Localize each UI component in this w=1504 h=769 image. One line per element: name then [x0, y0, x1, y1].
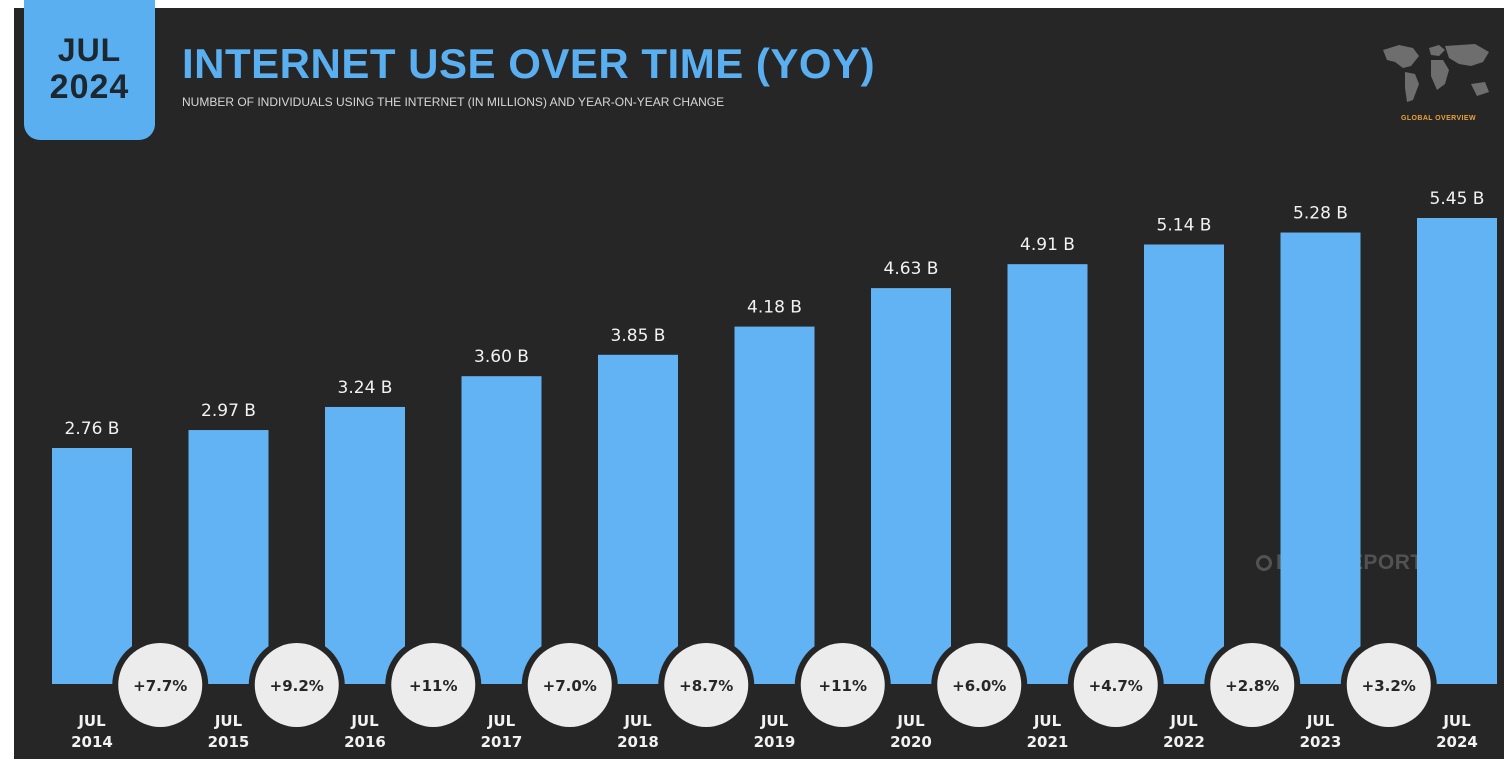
- bar: [1007, 264, 1088, 684]
- x-tick-label-year: 2024: [1436, 733, 1478, 751]
- bar: [734, 326, 815, 684]
- x-tick-label-year: 2019: [754, 733, 796, 751]
- yoy-change-circle: [800, 643, 885, 727]
- bar: [1417, 218, 1497, 684]
- x-tick-label-month: JUL: [760, 712, 789, 730]
- x-tick-label-month: JUL: [1033, 712, 1062, 730]
- x-tick-label-month: JUL: [1442, 712, 1471, 730]
- bar-value-label: 3.85 B: [611, 326, 666, 346]
- x-tick-label-month: JUL: [1306, 712, 1335, 730]
- yoy-change-label: +11%: [819, 677, 867, 695]
- bar-value-label: 3.24 B: [338, 378, 393, 398]
- world-map-icon: [1383, 44, 1489, 102]
- bar-value-label: 4.63 B: [884, 259, 939, 279]
- x-tick-label-year: 2022: [1163, 733, 1205, 751]
- x-tick-label-year: 2023: [1300, 733, 1342, 751]
- bar-value-label: 5.14 B: [1157, 216, 1212, 236]
- yoy-change-label: +6.0%: [952, 677, 1006, 695]
- date-badge-month: JUL: [57, 32, 122, 68]
- bar-value-label: 5.28 B: [1293, 204, 1348, 224]
- x-tick-label-year: 2020: [890, 733, 932, 751]
- bar: [461, 376, 542, 684]
- x-tick-label-year: 2017: [481, 733, 523, 751]
- chart-subtitle: NUMBER OF INDIVIDUALS USING THE INTERNET…: [182, 95, 725, 109]
- yoy-change-circle: [1346, 643, 1431, 727]
- bar: [52, 448, 132, 684]
- x-tick-label-year: 2014: [71, 733, 113, 751]
- bar-value-label: 3.60 B: [474, 347, 529, 367]
- yoy-change-circle: [1210, 643, 1295, 727]
- yoy-change-circle: [1073, 643, 1158, 727]
- yoy-change-circle: [937, 643, 1022, 727]
- x-tick-label-month: JUL: [77, 712, 106, 730]
- yoy-change-label: +7.7%: [133, 677, 187, 695]
- yoy-change-circle: [527, 643, 612, 727]
- x-tick-label-year: 2016: [344, 733, 386, 751]
- bar: [871, 288, 951, 684]
- global-overview-label: GLOBAL OVERVIEW: [1401, 115, 1476, 122]
- bar-value-label: 2.76 B: [65, 419, 120, 439]
- yoy-change-label: +8.7%: [679, 677, 733, 695]
- yoy-change-label: +3.2%: [1362, 677, 1416, 695]
- bar-value-label: 4.91 B: [1020, 235, 1075, 255]
- bar: [188, 430, 269, 684]
- x-tick-label-year: 2018: [617, 733, 659, 751]
- x-tick-label-month: JUL: [214, 712, 243, 730]
- x-tick-label-year: 2021: [1027, 733, 1069, 751]
- yoy-change-label: +4.7%: [1089, 677, 1143, 695]
- bar-value-label: 4.18 B: [747, 298, 802, 318]
- bar: [598, 354, 678, 684]
- chart-title: INTERNET USE OVER TIME (YOY): [182, 40, 876, 87]
- x-tick-label-month: JUL: [896, 712, 925, 730]
- bar-value-label: 2.97 B: [201, 401, 256, 421]
- yoy-change-circle: [118, 643, 203, 727]
- date-badge: JUL 2024: [24, 0, 155, 140]
- yoy-change-label: +7.0%: [543, 677, 597, 695]
- yoy-change-label: +2.8%: [1225, 677, 1279, 695]
- x-tick-label-month: JUL: [487, 712, 516, 730]
- yoy-change-circle: [254, 643, 339, 727]
- yoy-change-label: +9.2%: [270, 677, 324, 695]
- bar: [1280, 232, 1361, 685]
- yoy-change-circle: [664, 643, 749, 727]
- bar: [1144, 244, 1224, 685]
- bar: [325, 406, 405, 684]
- x-tick-label-month: JUL: [350, 712, 379, 730]
- date-badge-year: 2024: [49, 68, 130, 106]
- yoy-change-circle: [391, 643, 476, 727]
- bar-value-label: 5.45 B: [1430, 189, 1485, 209]
- x-tick-label-month: JUL: [623, 712, 652, 730]
- yoy-change-label: +11%: [409, 677, 457, 695]
- x-tick-label-year: 2015: [208, 733, 250, 751]
- x-tick-label-month: JUL: [1169, 712, 1198, 730]
- datareportal-logo-icon: [1256, 555, 1272, 571]
